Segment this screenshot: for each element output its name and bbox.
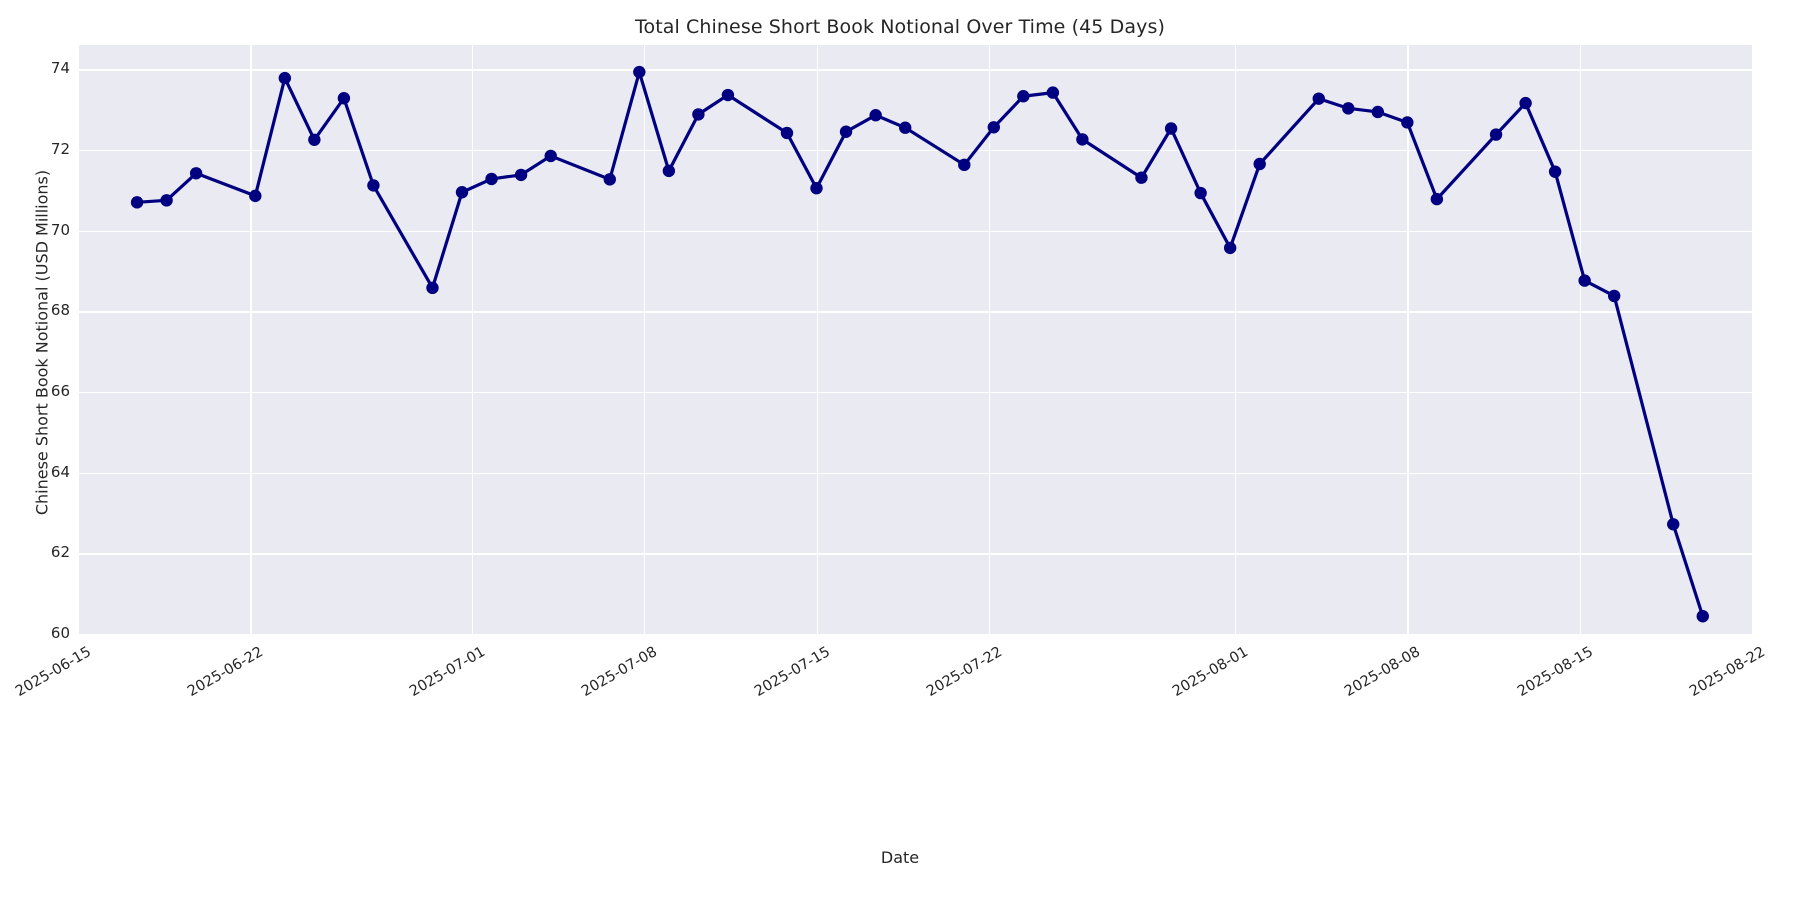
data-point-marker — [1371, 105, 1385, 119]
y-tick-label: 64 — [50, 462, 70, 481]
data-point-marker — [662, 164, 676, 178]
data-point-marker — [485, 172, 498, 186]
data-point-marker — [1076, 133, 1089, 146]
y-tick-label: 74 — [50, 59, 70, 78]
data-series-line — [130, 65, 1709, 623]
gridline-horizontal — [78, 553, 1752, 555]
gridline-vertical — [644, 45, 646, 634]
y-tick-label: 60 — [50, 624, 70, 642]
data-point-marker — [1312, 92, 1325, 105]
y-tick-label: 66 — [50, 381, 70, 400]
data-point-marker — [278, 71, 292, 85]
data-point-marker — [1401, 116, 1414, 129]
data-point-marker — [1607, 289, 1621, 303]
data-point-marker — [692, 108, 705, 121]
data-point-marker — [160, 194, 173, 207]
data-point-marker — [810, 182, 823, 195]
gridline-vertical — [78, 45, 80, 634]
gridline-vertical — [1235, 45, 1237, 634]
data-point-marker — [1253, 157, 1266, 171]
gridline-horizontal — [78, 634, 1752, 636]
chart-title: Total Chinese Short Book Notional Over T… — [635, 16, 1165, 38]
gridline-vertical — [988, 45, 991, 634]
y-tick-label: 68 — [50, 301, 70, 320]
data-point-marker — [1667, 518, 1680, 531]
plot-area — [78, 45, 1754, 636]
data-point-marker — [544, 149, 557, 163]
y-axis-label: Chinese Short Book Notional (USD Million… — [32, 169, 52, 516]
gridline-vertical — [471, 45, 474, 634]
data-point-marker — [249, 189, 262, 203]
data-point-marker — [1430, 192, 1444, 206]
data-point-marker — [1164, 122, 1178, 135]
gridline-vertical — [816, 45, 818, 634]
gridline-horizontal — [78, 391, 1752, 394]
data-point-marker — [869, 109, 882, 122]
data-point-marker — [1017, 90, 1030, 103]
data-point-marker — [367, 179, 380, 192]
data-point-marker — [337, 92, 351, 105]
data-point-marker — [1519, 96, 1532, 110]
data-point-marker — [1578, 274, 1591, 287]
data-point-marker — [1548, 165, 1562, 178]
gridline-vertical — [1407, 45, 1409, 634]
gridline-horizontal — [78, 69, 1752, 71]
data-point-marker — [899, 121, 912, 134]
gridline-horizontal — [78, 472, 1752, 474]
data-point-marker — [1696, 610, 1709, 623]
data-point-marker — [308, 133, 321, 146]
data-point-marker — [455, 186, 469, 199]
data-point-marker — [958, 158, 971, 172]
data-point-marker — [189, 167, 203, 180]
y-tick-label: 62 — [50, 543, 70, 562]
data-point-marker — [1194, 186, 1207, 200]
data-point-marker — [839, 125, 853, 138]
data-point-marker — [721, 88, 735, 102]
data-point-marker — [130, 196, 144, 209]
data-point-marker — [1046, 86, 1060, 99]
data-point-marker — [1223, 241, 1237, 255]
data-point-marker — [426, 281, 439, 295]
data-point-marker — [633, 65, 646, 79]
gridline-horizontal — [78, 311, 1752, 313]
data-point-marker — [780, 126, 794, 140]
data-point-marker — [987, 121, 1000, 134]
gridline-horizontal — [78, 149, 1752, 152]
x-axis-label: Date — [880, 848, 920, 867]
data-point-marker — [1489, 128, 1503, 141]
data-point-marker — [514, 168, 528, 182]
data-point-marker — [603, 173, 616, 186]
gridline-horizontal — [78, 230, 1752, 232]
gridline-vertical — [1579, 45, 1581, 634]
data-point-marker — [1342, 102, 1355, 115]
y-tick-label: 72 — [50, 139, 70, 158]
data-point-marker — [1135, 171, 1148, 184]
y-tick-label: 70 — [50, 220, 70, 239]
gridline-vertical — [1752, 45, 1754, 634]
gridline-vertical — [250, 45, 252, 634]
